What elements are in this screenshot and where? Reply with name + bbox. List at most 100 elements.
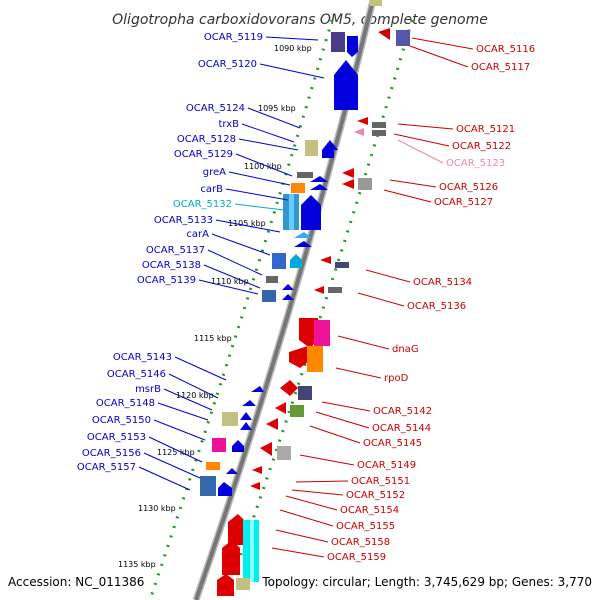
gene-label-ocar_5121[interactable]: OCAR_5121 (456, 124, 515, 135)
gene-forward[interactable] (322, 140, 338, 158)
gene-reverse[interactable] (314, 286, 324, 294)
gene-reverse[interactable] (250, 482, 260, 490)
gene-reverse[interactable] (299, 318, 318, 348)
gene-label-ocar_5117[interactable]: OCAR_5117 (471, 62, 530, 73)
gene-reverse[interactable] (335, 262, 349, 268)
gene-label-ocar_5124[interactable]: OCAR_5124 (186, 103, 245, 114)
gene-label-ocar_5129[interactable]: OCAR_5129 (174, 149, 233, 160)
gene-label-ocar_5153[interactable]: OCAR_5153 (87, 432, 146, 443)
gene-reverse[interactable] (252, 466, 262, 474)
gene-forward[interactable] (222, 412, 238, 426)
gene-label-trxb[interactable]: trxB (218, 119, 239, 130)
gene-reverse[interactable] (236, 578, 250, 590)
gene-label-ocar_5136[interactable]: OCAR_5136 (407, 301, 466, 312)
gene-reverse[interactable] (222, 540, 240, 575)
gene-label-ocar_5138[interactable]: OCAR_5138 (142, 260, 201, 271)
gene-forward[interactable] (200, 476, 216, 496)
gene-label-ocar_5116[interactable]: OCAR_5116 (476, 44, 535, 55)
gene-reverse[interactable] (372, 122, 386, 128)
gene-label-ocar_5149[interactable]: OCAR_5149 (357, 460, 416, 471)
gene-forward[interactable] (331, 32, 345, 52)
gene-highlight[interactable] (289, 194, 294, 230)
gene-label-ocar_5143[interactable]: OCAR_5143 (113, 352, 172, 363)
gene-label-ocar_5154[interactable]: OCAR_5154 (340, 505, 399, 516)
gene-forward[interactable] (310, 184, 328, 190)
gene-label-ocar_5134[interactable]: OCAR_5134 (413, 277, 472, 288)
gene-label-ocar_5158[interactable]: OCAR_5158 (331, 537, 390, 548)
gene-reverse[interactable] (342, 168, 354, 178)
gene-reverse[interactable] (378, 28, 390, 40)
gene-forward[interactable] (301, 195, 321, 230)
gene-label-ocar_5142[interactable]: OCAR_5142 (373, 406, 432, 417)
gene-label-ocar_5146[interactable]: OCAR_5146 (107, 369, 166, 380)
gene-forward[interactable] (272, 253, 286, 269)
gene-label-carb[interactable]: carB (200, 184, 223, 195)
gene-forward[interactable] (347, 36, 358, 57)
gene-reverse[interactable] (289, 346, 308, 368)
gene-reverse[interactable] (280, 380, 298, 396)
gene-label-ocar_5122[interactable]: OCAR_5122 (452, 141, 511, 152)
gene-label-ocar_5145[interactable]: OCAR_5145 (363, 438, 422, 449)
gene-reverse[interactable] (357, 117, 368, 125)
gene-label-ocar_5139[interactable]: OCAR_5139 (137, 275, 196, 286)
gene-reverse[interactable] (275, 402, 286, 414)
gene-reverse[interactable] (277, 446, 291, 460)
gene-label-ocar_5128[interactable]: OCAR_5128 (177, 134, 236, 145)
gene-label-ocar_5120[interactable]: OCAR_5120 (198, 59, 257, 70)
gene-reverse[interactable] (342, 179, 354, 189)
gene-label-ocar_5151[interactable]: OCAR_5151 (351, 476, 410, 487)
gene-reverse[interactable] (320, 256, 331, 264)
gene-forward[interactable] (297, 172, 313, 178)
gene-label-ocar_5123[interactable]: OCAR_5123 (446, 158, 505, 169)
gene-reverse[interactable] (266, 418, 278, 430)
gene-reverse[interactable] (358, 178, 372, 190)
gene-forward[interactable] (334, 60, 358, 110)
gene-reverse[interactable] (228, 514, 246, 545)
gene-reverse[interactable] (307, 346, 323, 372)
gene-label-ocar_5150[interactable]: OCAR_5150 (92, 415, 151, 426)
gene-forward[interactable] (290, 254, 302, 268)
gene-label-ocar_5159[interactable]: OCAR_5159 (327, 552, 386, 563)
gene-label-ocar_5157[interactable]: OCAR_5157 (77, 462, 136, 473)
gene-forward[interactable] (232, 440, 244, 452)
gene-forward[interactable] (226, 468, 238, 474)
gene-label-ocar_5148[interactable]: OCAR_5148 (96, 398, 155, 409)
gene-forward[interactable] (310, 176, 328, 182)
gene-forward[interactable] (282, 294, 294, 300)
gene-label-ocar_5132[interactable]: OCAR_5132 (173, 199, 232, 210)
gene-label-rpod[interactable]: rpoD (384, 373, 409, 384)
gene-forward[interactable] (240, 422, 252, 430)
gene-reverse[interactable] (260, 442, 272, 456)
gene-reverse[interactable] (328, 287, 342, 293)
gene-label-grea[interactable]: greA (203, 167, 226, 178)
gene-label-ocar_5119[interactable]: OCAR_5119 (204, 32, 263, 43)
gene-reverse[interactable] (250, 520, 254, 582)
gene-forward[interactable] (240, 412, 252, 420)
gene-label-ocar_5152[interactable]: OCAR_5152 (346, 490, 405, 501)
gene-forward[interactable] (242, 400, 256, 406)
gene-reverse[interactable] (217, 574, 234, 596)
gene-forward[interactable] (305, 140, 318, 156)
gene-forward[interactable] (262, 290, 276, 302)
gene-label-cara[interactable]: carA (186, 229, 209, 240)
gene-label-ocar_5127[interactable]: OCAR_5127 (434, 197, 493, 208)
gene-label-msrb[interactable]: msrB (135, 384, 161, 395)
gene-label-dnag[interactable]: dnaG (392, 344, 419, 355)
gene-highlight-reverse[interactable] (354, 128, 364, 136)
gene-reverse[interactable] (396, 30, 410, 46)
gene-forward[interactable] (206, 462, 220, 470)
gene-forward[interactable] (212, 438, 226, 452)
gene-label-ocar_5133[interactable]: OCAR_5133 (154, 215, 213, 226)
gene-forward[interactable] (294, 241, 312, 247)
gene-label-ocar_5155[interactable]: OCAR_5155 (336, 521, 395, 532)
gene-reverse[interactable] (370, 0, 382, 6)
gene-forward[interactable] (291, 183, 305, 193)
gene-highlight[interactable] (294, 232, 312, 238)
gene-forward[interactable] (282, 284, 294, 290)
gene-reverse[interactable] (290, 405, 304, 417)
gene-reverse[interactable] (298, 386, 312, 400)
gene-reverse[interactable] (372, 130, 386, 136)
gene-forward[interactable] (218, 482, 232, 496)
gene-forward[interactable] (266, 276, 278, 283)
gene-label-ocar_5156[interactable]: OCAR_5156 (82, 448, 141, 459)
